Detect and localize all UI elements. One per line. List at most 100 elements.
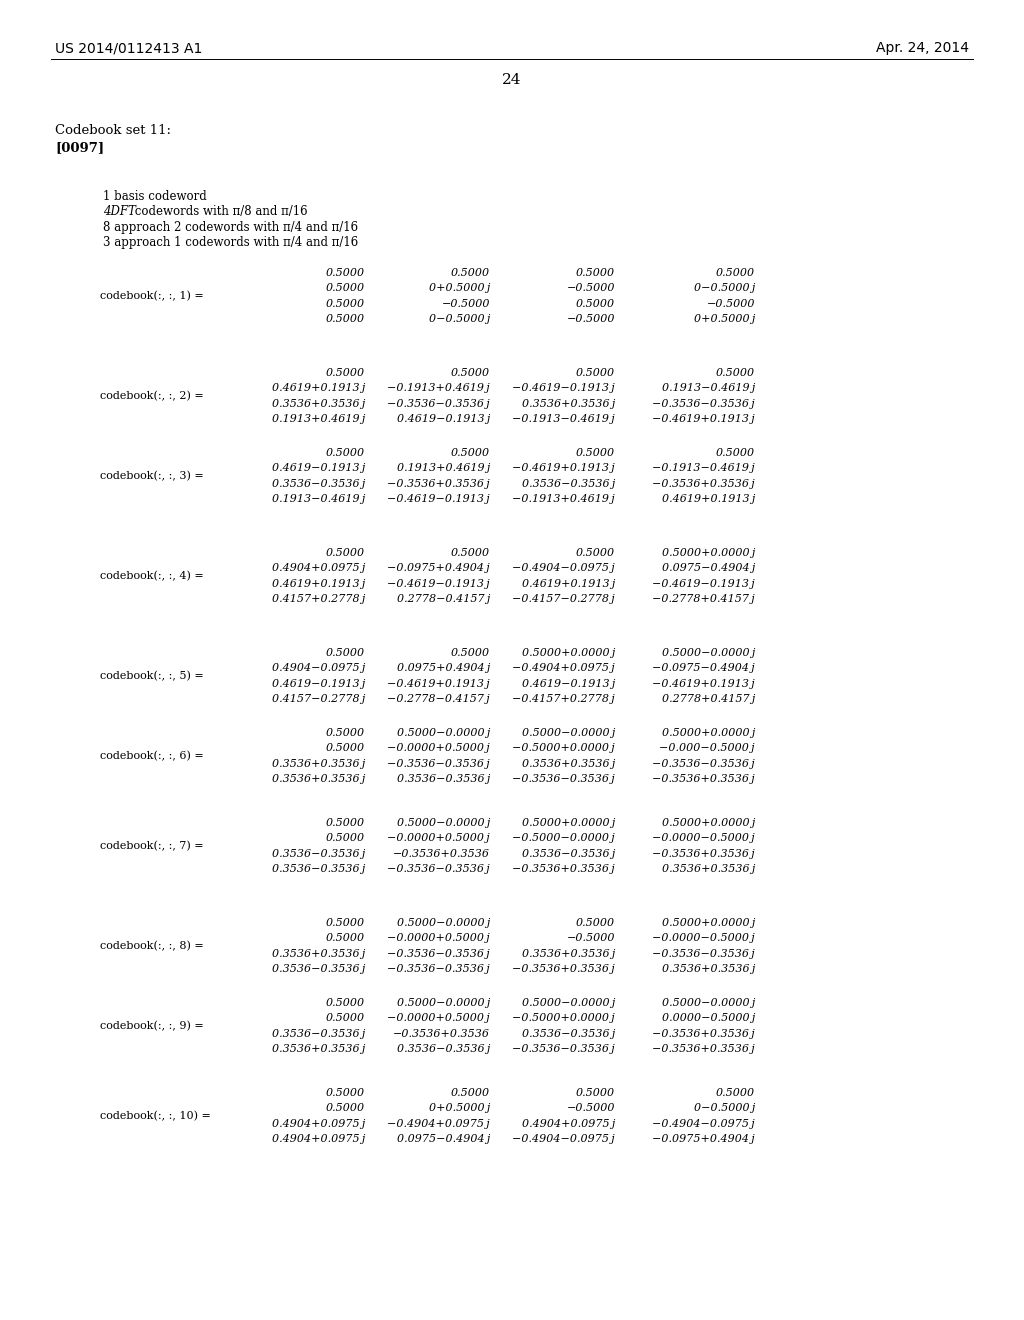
Text: 0.5000−0.0000 j: 0.5000−0.0000 j [396,727,490,738]
Text: 0.5000−0.0000 j: 0.5000−0.0000 j [396,917,490,928]
Text: codebook(:, :, 8) =: codebook(:, :, 8) = [100,941,204,952]
Text: 0.5000: 0.5000 [716,368,755,378]
Text: codebook(:, :, 2) =: codebook(:, :, 2) = [100,391,204,401]
Text: 4DFT: 4DFT [103,205,136,218]
Text: −0.5000: −0.5000 [566,284,615,293]
Text: −0.5000+0.0000 j: −0.5000+0.0000 j [512,743,615,754]
Text: −0.3536−0.3536 j: −0.3536−0.3536 j [652,949,755,958]
Text: 0.5000: 0.5000 [451,368,490,378]
Text: 0.2778+0.4157 j: 0.2778+0.4157 j [662,694,755,705]
Text: −0.0000+0.5000 j: −0.0000+0.5000 j [387,933,490,944]
Text: 0.5000: 0.5000 [326,1014,365,1023]
Text: 0.5000: 0.5000 [575,368,615,378]
Text: 0.5000+0.0000 j: 0.5000+0.0000 j [521,818,615,828]
Text: 0.5000: 0.5000 [326,818,365,828]
Text: −0.1913−0.4619 j: −0.1913−0.4619 j [652,463,755,474]
Text: codebook(:, :, 4) =: codebook(:, :, 4) = [100,570,204,581]
Text: 0.1913−0.4619 j: 0.1913−0.4619 j [271,494,365,504]
Text: 0.5000: 0.5000 [326,998,365,1007]
Text: 0.4619+0.1913 j: 0.4619+0.1913 j [521,578,615,589]
Text: 0.4619−0.1913 j: 0.4619−0.1913 j [271,463,365,474]
Text: codebook(:, :, 6) =: codebook(:, :, 6) = [100,751,204,762]
Text: 0.5000+0.0000 j: 0.5000+0.0000 j [521,648,615,657]
Text: −0.1913−0.4619 j: −0.1913−0.4619 j [512,414,615,424]
Text: 0.3536−0.3536 j: 0.3536−0.3536 j [396,775,490,784]
Text: 0.5000: 0.5000 [326,548,365,558]
Text: 0.5000: 0.5000 [575,1088,615,1098]
Text: 0.3536−0.3536 j: 0.3536−0.3536 j [521,1028,615,1039]
Text: −0.4619−0.1913 j: −0.4619−0.1913 j [652,578,755,589]
Text: 0.5000: 0.5000 [716,268,755,277]
Text: 0.4619−0.1913 j: 0.4619−0.1913 j [396,414,490,424]
Text: 3 approach 1 codewords with π/4 and π/16: 3 approach 1 codewords with π/4 and π/16 [103,236,358,249]
Text: 0.3536+0.3536 j: 0.3536+0.3536 j [521,759,615,768]
Text: 0−0.5000 j: 0−0.5000 j [693,284,755,293]
Text: −0.3536+0.3536 j: −0.3536+0.3536 j [652,479,755,488]
Text: Codebook set 11:: Codebook set 11: [55,124,171,136]
Text: −0.3536+0.3536 j: −0.3536+0.3536 j [652,1028,755,1039]
Text: 0.5000: 0.5000 [326,648,365,657]
Text: −0.4619−0.1913 j: −0.4619−0.1913 j [387,578,490,589]
Text: −0.4904+0.0975 j: −0.4904+0.0975 j [387,1119,490,1129]
Text: 1 basis codeword: 1 basis codeword [103,190,207,202]
Text: −0.4157+0.2778 j: −0.4157+0.2778 j [512,694,615,705]
Text: −0.5000: −0.5000 [566,1104,615,1113]
Text: 0.3536+0.3536 j: 0.3536+0.3536 j [662,964,755,974]
Text: 0.4904+0.0975 j: 0.4904+0.0975 j [271,1134,365,1144]
Text: 0.5000−0.0000 j: 0.5000−0.0000 j [396,818,490,828]
Text: −0.3536+0.3536 j: −0.3536+0.3536 j [387,479,490,488]
Text: 0.5000: 0.5000 [326,727,365,738]
Text: 0.5000: 0.5000 [326,298,365,309]
Text: −0.4904−0.0975 j: −0.4904−0.0975 j [652,1119,755,1129]
Text: 0.5000−0.0000 j: 0.5000−0.0000 j [396,998,490,1007]
Text: codewords with π/8 and π/16: codewords with π/8 and π/16 [131,205,307,218]
Text: −0.4619−0.1913 j: −0.4619−0.1913 j [512,383,615,393]
Text: Apr. 24, 2014: Apr. 24, 2014 [876,41,969,55]
Text: −0.0000−0.5000 j: −0.0000−0.5000 j [652,933,755,944]
Text: 0−0.5000 j: 0−0.5000 j [693,1104,755,1113]
Text: 0.3536+0.3536 j: 0.3536+0.3536 j [271,1044,365,1055]
Text: −0.4619−0.1913 j: −0.4619−0.1913 j [387,494,490,504]
Text: −0.3536−0.3536 j: −0.3536−0.3536 j [512,1044,615,1055]
Text: −0.0000+0.5000 j: −0.0000+0.5000 j [387,1014,490,1023]
Text: 0.4904+0.0975 j: 0.4904+0.0975 j [521,1119,615,1129]
Text: 0.0975−0.4904 j: 0.0975−0.4904 j [662,564,755,573]
Text: −0.3536+0.3536: −0.3536+0.3536 [393,849,490,859]
Text: 0.5000−0.0000 j: 0.5000−0.0000 j [662,998,755,1007]
Text: 0.5000: 0.5000 [575,548,615,558]
Text: codebook(:, :, 9) =: codebook(:, :, 9) = [100,1020,204,1031]
Text: −0.4904−0.0975 j: −0.4904−0.0975 j [512,564,615,573]
Text: 0.5000+0.0000 j: 0.5000+0.0000 j [662,548,755,558]
Text: 0.3536+0.3536 j: 0.3536+0.3536 j [271,399,365,409]
Text: 0.3536+0.3536 j: 0.3536+0.3536 j [521,399,615,409]
Text: −0.4619+0.1913 j: −0.4619+0.1913 j [652,678,755,689]
Text: −0.4157−0.2778 j: −0.4157−0.2778 j [512,594,615,605]
Text: 0.3536−0.3536 j: 0.3536−0.3536 j [271,865,365,874]
Text: 0.3536−0.3536 j: 0.3536−0.3536 j [521,849,615,859]
Text: 0.5000: 0.5000 [326,1104,365,1113]
Text: −0.5000: −0.5000 [441,298,490,309]
Text: codebook(:, :, 1) =: codebook(:, :, 1) = [100,290,204,301]
Text: −0.2778−0.4157 j: −0.2778−0.4157 j [387,694,490,705]
Text: −0.5000: −0.5000 [566,314,615,325]
Text: −0.1913+0.4619 j: −0.1913+0.4619 j [512,494,615,504]
Text: 0+0.5000 j: 0+0.5000 j [429,284,490,293]
Text: −0.4619+0.1913 j: −0.4619+0.1913 j [387,678,490,689]
Text: 0.3536−0.3536 j: 0.3536−0.3536 j [271,479,365,488]
Text: 0.5000: 0.5000 [326,1088,365,1098]
Text: 0.4619−0.1913 j: 0.4619−0.1913 j [271,678,365,689]
Text: 0.0000−0.5000 j: 0.0000−0.5000 j [662,1014,755,1023]
Text: 0−0.5000 j: 0−0.5000 j [429,314,490,325]
Text: 8 approach 2 codewords with π/4 and π/16: 8 approach 2 codewords with π/4 and π/16 [103,220,358,234]
Text: −0.3536−0.3536 j: −0.3536−0.3536 j [387,759,490,768]
Text: −0.0975−0.4904 j: −0.0975−0.4904 j [652,663,755,673]
Text: 0.5000: 0.5000 [326,447,365,458]
Text: 0.5000: 0.5000 [451,447,490,458]
Text: −0.3536−0.3536 j: −0.3536−0.3536 j [387,949,490,958]
Text: 0.4619+0.1913 j: 0.4619+0.1913 j [662,494,755,504]
Text: 0.4619+0.1913 j: 0.4619+0.1913 j [271,578,365,589]
Text: −0.3536+0.3536 j: −0.3536+0.3536 j [512,865,615,874]
Text: codebook(:, :, 5) =: codebook(:, :, 5) = [100,671,204,681]
Text: 0.0975−0.4904 j: 0.0975−0.4904 j [396,1134,490,1144]
Text: −0.4904−0.0975 j: −0.4904−0.0975 j [512,1134,615,1144]
